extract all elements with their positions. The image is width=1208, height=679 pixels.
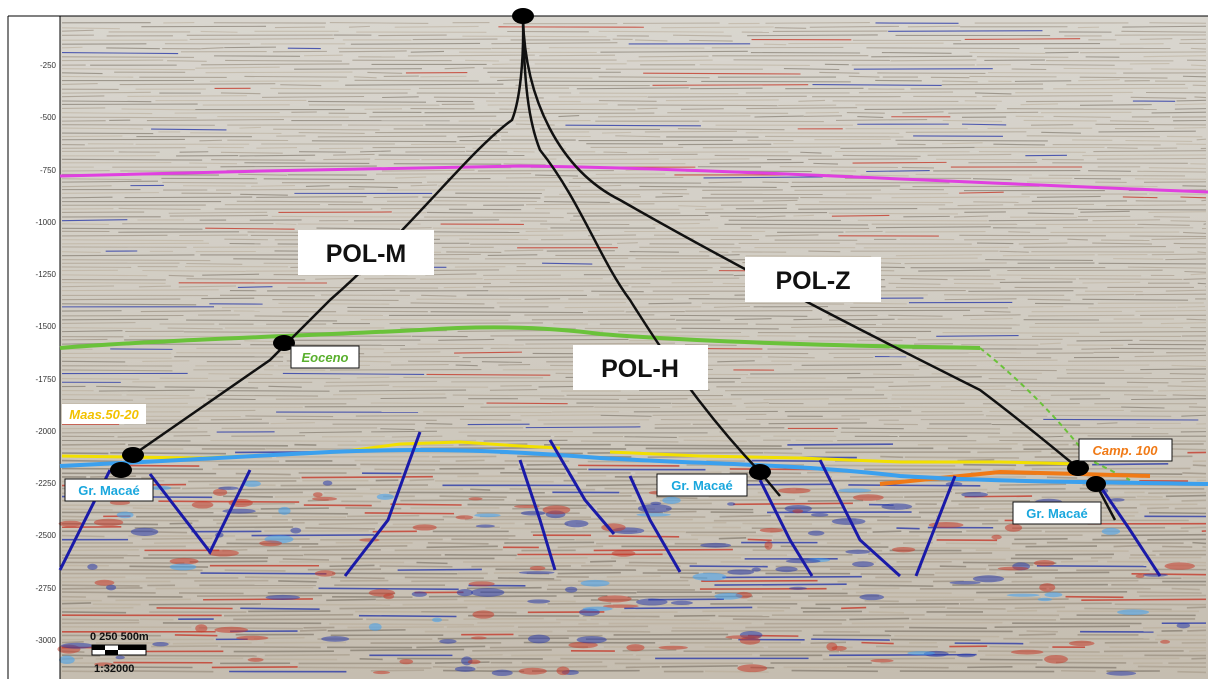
tick-500: -500 [40, 113, 57, 122]
pol-m-label: POL-M [326, 240, 407, 268]
camp-label: Camp. 100 [1092, 443, 1158, 458]
depth-axis: -250 -500 -750 -1000 -1250 -1500 -1750 -… [36, 61, 57, 645]
eoceno-label-box [290, 345, 360, 369]
macae-label-center: Gr. Macaé [671, 478, 732, 493]
tick-2500: -2500 [36, 531, 57, 540]
macae-horizon [59, 448, 1208, 486]
pol-h-label: POL-H [601, 355, 679, 383]
pol-z-label: POL-Z [776, 267, 851, 295]
maas-marker [122, 447, 144, 463]
macae-label-left: Gr. Macaé [78, 483, 139, 498]
magenta-horizon [59, 164, 1208, 194]
macae-marker-left [110, 462, 132, 478]
seismic-amplitude-noise [57, 480, 1195, 677]
macae-label-box-center [656, 473, 748, 497]
eoceno-label: Eoceno [302, 350, 349, 365]
eoceno-marker [273, 335, 295, 351]
pol-z-label-box [745, 257, 881, 302]
tick-250: -250 [40, 61, 57, 70]
maas-label-box [62, 404, 146, 424]
tick-1250: -1250 [36, 270, 57, 279]
scale-bar: 0 250 500m 1:32000 [90, 631, 149, 675]
pol-h-label-box [573, 345, 708, 390]
tick-750: -750 [40, 166, 57, 175]
scale-bar-label: 0 250 500m [90, 631, 149, 643]
macae-label-box-left [64, 478, 154, 502]
macae-label-box-right [1012, 501, 1102, 525]
tick-2750: -2750 [36, 584, 57, 593]
faults [58, 431, 1162, 578]
macae-marker-center [749, 464, 771, 480]
well-pol-m-path [132, 17, 525, 457]
tick-1000: -1000 [36, 218, 57, 227]
maas-horizon-right [609, 450, 1081, 466]
tick-1500: -1500 [36, 322, 57, 331]
tick-2000: -2000 [36, 427, 57, 436]
wellhead-marker [512, 8, 534, 24]
tick-3000: -3000 [36, 636, 57, 645]
pol-m-label-box [298, 230, 434, 275]
eoceno-horizon [59, 325, 981, 350]
tick-1750: -1750 [36, 375, 57, 384]
tick-2250: -2250 [36, 479, 57, 488]
scale-ratio: 1:32000 [94, 663, 134, 675]
camp-label-box [1078, 438, 1173, 462]
maas-label: Maas.50-20 [69, 407, 139, 422]
eoceno-horizon-dashed [979, 347, 1131, 481]
camp-marker [1067, 460, 1089, 476]
macae-label-right: Gr. Macaé [1026, 506, 1087, 521]
macae-marker-right [1086, 476, 1106, 492]
well-pol-h-path [521, 17, 761, 473]
